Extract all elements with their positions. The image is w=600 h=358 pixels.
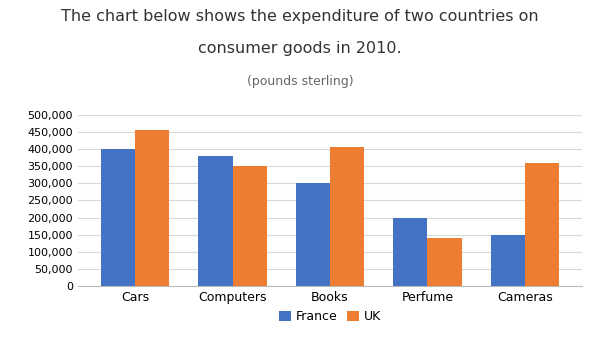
Bar (199, 156, 233, 286)
Bar (101, 149, 135, 286)
Bar (427, 238, 461, 286)
Legend: France, UK: France, UK (274, 305, 386, 328)
Bar (491, 235, 525, 286)
Bar (135, 130, 169, 286)
Text: The chart below shows the expenditure of two countries on: The chart below shows the expenditure of… (61, 9, 539, 24)
Text: (pounds sterling): (pounds sterling) (247, 75, 353, 88)
Bar (233, 166, 266, 286)
Bar (296, 183, 330, 286)
Text: consumer goods in 2010.: consumer goods in 2010. (198, 41, 402, 56)
Bar (525, 163, 559, 286)
Bar (394, 218, 427, 286)
Bar (330, 147, 364, 286)
